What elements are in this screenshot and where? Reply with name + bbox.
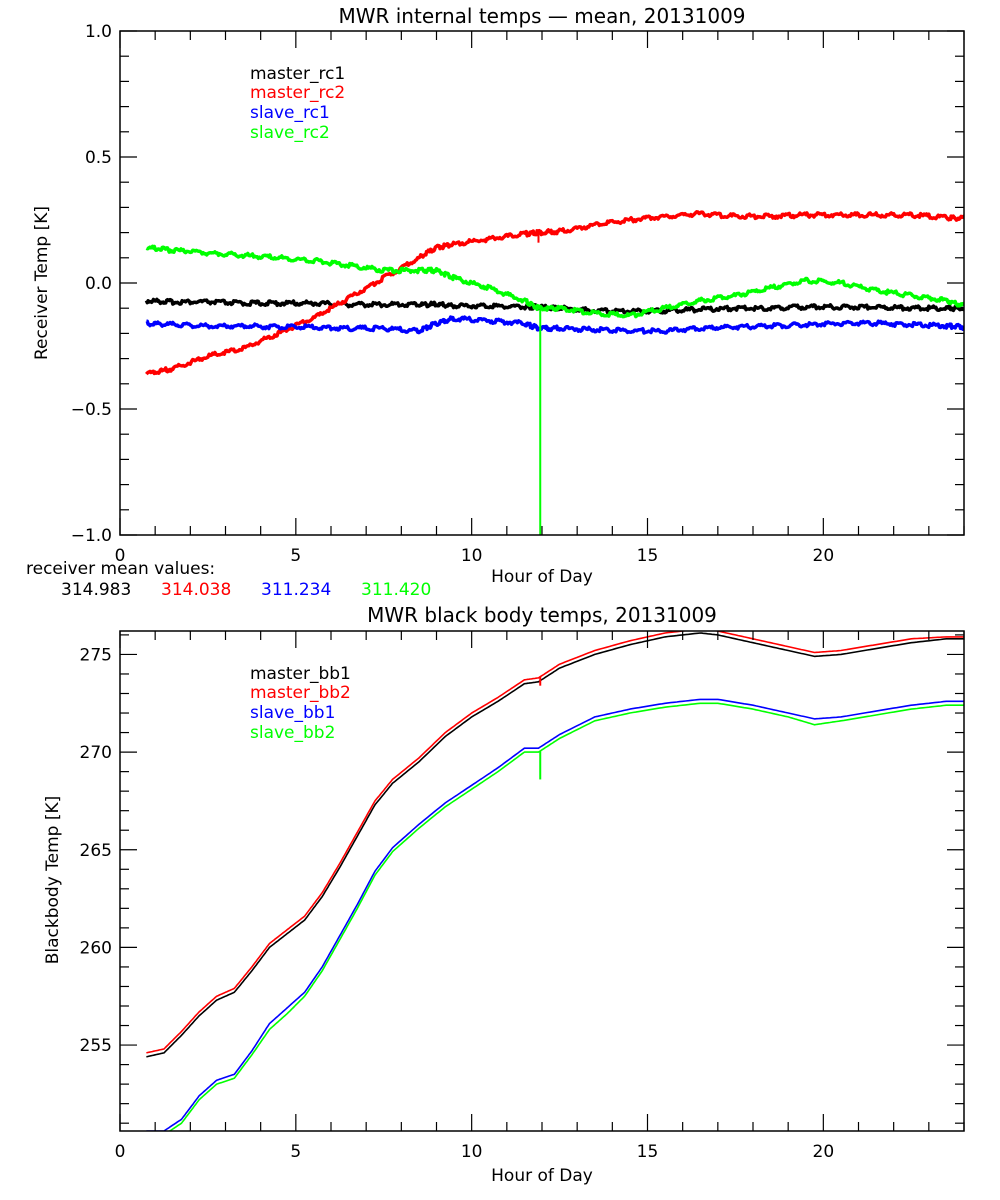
x-tick-label: 15: [637, 546, 659, 566]
legend: master_bb1 master_bb2 slave_bb1 slave_bb…: [250, 664, 351, 743]
mean-value: 311.420: [361, 580, 431, 600]
plot-title: MWR internal temps — mean, 20131009: [338, 4, 745, 28]
plot-frame: [119, 630, 965, 1132]
y-tick-label: 0.5: [85, 148, 112, 168]
mean-value: 314.038: [161, 580, 231, 600]
y-tick-label: 265: [80, 841, 112, 861]
x-tick-label: 5: [290, 546, 301, 566]
legend-item: slave_bb2: [250, 723, 335, 743]
legend: master_rc1 master_rc2 slave_rc1 slave_rc…: [250, 64, 345, 143]
series-line-slave-bb1: [146, 698, 964, 1131]
x-tick-label: 20: [813, 546, 835, 566]
y-tick-label: 0.0: [85, 274, 112, 294]
legend-item: master_rc1: [250, 64, 345, 84]
y-axis-label: Blackbody Temp [K]: [43, 796, 63, 965]
blackbody-temp-plot: MWR black body temps, 20131009 0 5 10 15 20 2…: [43, 603, 965, 1186]
mean-value: 311.234: [261, 580, 331, 600]
x-tick-label: 5: [290, 1142, 301, 1162]
mean-values-label: receiver mean values:: [26, 559, 215, 579]
mean-value: 314.983: [61, 580, 131, 600]
y-tick-label: −1.0: [71, 526, 112, 546]
series-line-slave-rc2: [145, 244, 964, 319]
y-tick-label: −0.5: [71, 400, 112, 420]
x-tick-label: 10: [461, 1142, 483, 1162]
legend-item: master_bb2: [250, 683, 351, 703]
axis-ticks: 0 5 10 15 20 255 260 265 270 275: [80, 631, 965, 1162]
series-line-master-bb2: [146, 631, 964, 1054]
x-tick-label: 15: [637, 1142, 659, 1162]
mean-values: 314.983 314.038 311.234 311.420: [61, 580, 431, 600]
y-tick-label: 275: [80, 645, 112, 665]
x-axis-label: Hour of Day: [491, 1166, 593, 1186]
series-group: [146, 631, 964, 1131]
y-axis-label: Receiver Temp [K]: [32, 206, 52, 360]
y-tick-label: 1.0: [85, 22, 112, 42]
x-axis-label: Hour of Day: [491, 567, 593, 587]
series-line-master-bb1: [146, 632, 964, 1058]
x-tick-label: 0: [115, 546, 126, 566]
series-group: [144, 210, 964, 535]
legend-item: master_rc2: [250, 83, 345, 103]
legend-item: slave_rc1: [250, 103, 330, 123]
legend-item: master_bb1: [250, 664, 351, 684]
axis-ticks: 0 5 10 15 20 −1.0 −0.5 0.0 0.5 1.0: [71, 22, 965, 566]
series-line-master-rc2: [145, 210, 964, 376]
legend-item: slave_bb1: [250, 703, 335, 723]
x-tick-label: 0: [115, 1142, 126, 1162]
plot-title: MWR black body temps, 20131009: [367, 603, 717, 627]
y-tick-label: 260: [80, 938, 112, 958]
y-tick-label: 255: [80, 1036, 112, 1056]
receiver-temp-plot: MWR internal temps — mean, 20131009 0 5 10…: [26, 4, 965, 600]
series-line-slave-bb2: [168, 702, 964, 1131]
legend-item: slave_rc2: [250, 123, 330, 143]
series-line-slave-rc1: [145, 315, 964, 335]
x-tick-label: 10: [461, 546, 483, 566]
x-tick-label: 20: [813, 1142, 835, 1162]
y-tick-label: 270: [80, 743, 112, 763]
